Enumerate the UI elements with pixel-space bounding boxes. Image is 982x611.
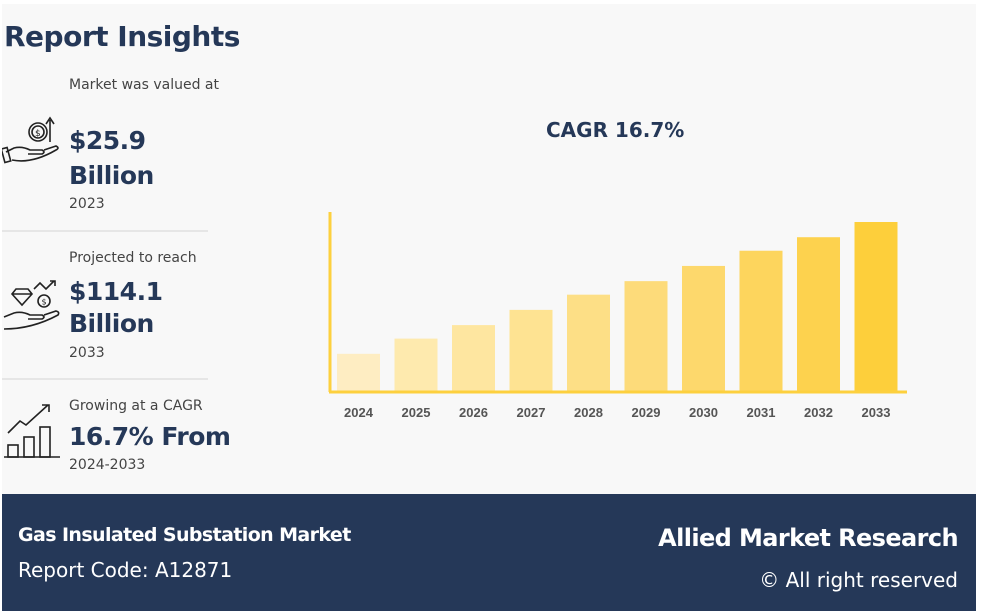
x-tick-label: 2031 <box>747 405 776 420</box>
stat-year: 2024-2033 <box>69 457 146 473</box>
x-tick-label: 2033 <box>862 405 891 420</box>
x-tick-label: 2030 <box>689 405 718 420</box>
bar-2024 <box>337 353 380 391</box>
stat-value: 16.7% From <box>69 422 231 451</box>
bar-2032 <box>797 237 840 391</box>
x-tick-label: 2029 <box>632 405 661 420</box>
divider <box>2 230 208 232</box>
x-tick-label: 2032 <box>804 405 833 420</box>
stat-value-unit: Billion <box>69 309 154 338</box>
money-hand-growth-icon: $ <box>2 116 59 164</box>
report-code: Report Code: A12871 <box>18 558 233 582</box>
bar-2028 <box>567 294 610 391</box>
x-tick-label: 2028 <box>574 405 603 420</box>
divider <box>2 378 208 380</box>
stat-value: $25.9 <box>69 126 146 155</box>
stat-label: Projected to reach <box>69 250 197 266</box>
report-name: Gas Insulated Substation Market <box>18 524 351 546</box>
x-tick-label: 2024 <box>344 405 374 420</box>
copyright: © All right reserved <box>759 568 958 592</box>
x-tick-label: 2025 <box>402 405 431 420</box>
bar-2029 <box>624 281 668 391</box>
stat-market-value: $ Market was valued at $25.9 Billion 202… <box>0 70 219 230</box>
stat-value: $114.1 <box>69 277 163 306</box>
x-tick-label: 2026 <box>459 405 488 420</box>
bar-2026 <box>452 325 495 391</box>
svg-text:$: $ <box>42 298 47 307</box>
stat-year: 2033 <box>69 345 105 361</box>
diamond-dollar-hand-icon: $ <box>3 280 60 330</box>
stat-value-unit: Billion <box>69 161 154 190</box>
page-title: Report Insights <box>4 20 240 53</box>
stat-cagr: Growing at a CAGR 16.7% From 2024-2033 <box>0 393 231 483</box>
bar-chart-growth-icon <box>4 404 60 458</box>
stat-label: Market was valued at <box>69 77 219 93</box>
stat-projected-value: $ Projected to reach $114.1 Billion 2033 <box>0 245 210 375</box>
bar-chart: 2024 2025 2026 2027 2028 2029 2030 2031 2032 2033 <box>328 212 907 420</box>
bar-2033 <box>854 222 898 391</box>
x-tick-label: 2027 <box>517 405 546 420</box>
stat-year: 2023 <box>69 196 105 212</box>
brand-name: Allied Market Research <box>658 524 958 552</box>
chart-title: CAGR 16.7% <box>546 118 685 142</box>
svg-text:$: $ <box>35 129 41 139</box>
bar-2031 <box>739 250 783 391</box>
stat-label: Growing at a CAGR <box>69 398 203 414</box>
bar-2025 <box>394 338 438 391</box>
footer: Gas Insulated Substation Market Report C… <box>2 494 976 611</box>
bar-2030 <box>682 265 725 391</box>
bar-2027 <box>509 309 553 391</box>
